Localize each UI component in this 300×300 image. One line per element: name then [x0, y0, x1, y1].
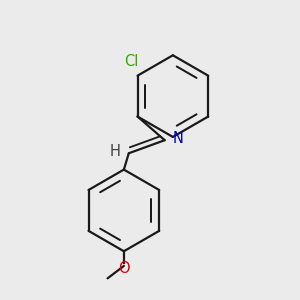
Text: N: N [173, 131, 184, 146]
Text: Cl: Cl [124, 53, 138, 68]
Text: O: O [118, 261, 130, 276]
Text: H: H [110, 144, 121, 159]
